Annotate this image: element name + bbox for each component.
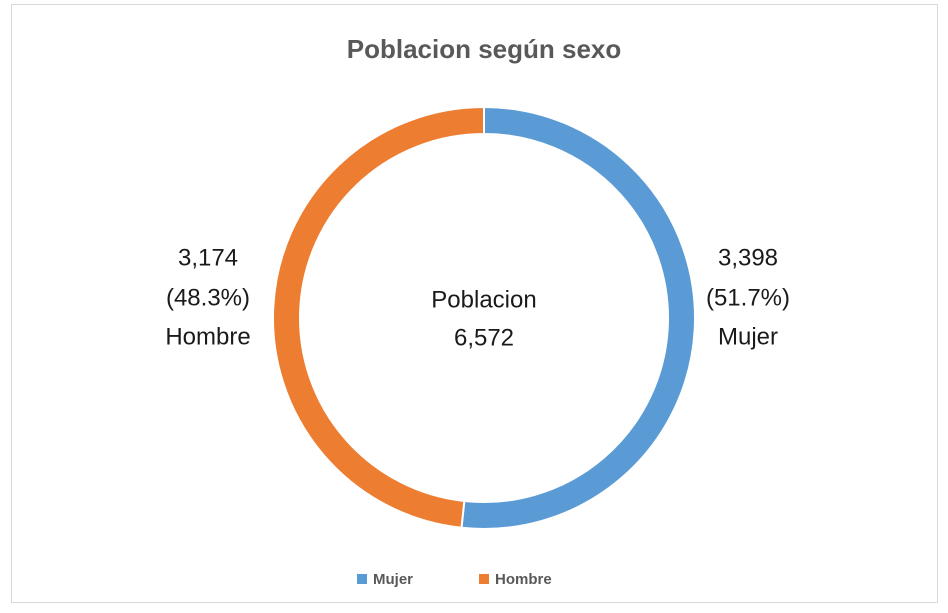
legend-label: Hombre [495, 571, 552, 588]
data-label-category: Mujer [718, 323, 778, 350]
data-label-value: 3,174 [178, 244, 238, 271]
legend-label: Mujer [373, 571, 413, 588]
data-label-percent: (48.3%) [166, 284, 250, 311]
legend-swatch [479, 574, 489, 584]
legend-swatch [357, 574, 367, 584]
center-label: Poblacion [431, 286, 536, 313]
data-label-value: 3,398 [718, 244, 778, 271]
donut-slice [272, 105, 485, 529]
data-label-percent: (51.7%) [706, 284, 790, 311]
data-label-category: Hombre [165, 323, 250, 350]
center-value: 6,572 [454, 324, 514, 351]
chart-title: Poblacion según sexo [347, 34, 622, 64]
